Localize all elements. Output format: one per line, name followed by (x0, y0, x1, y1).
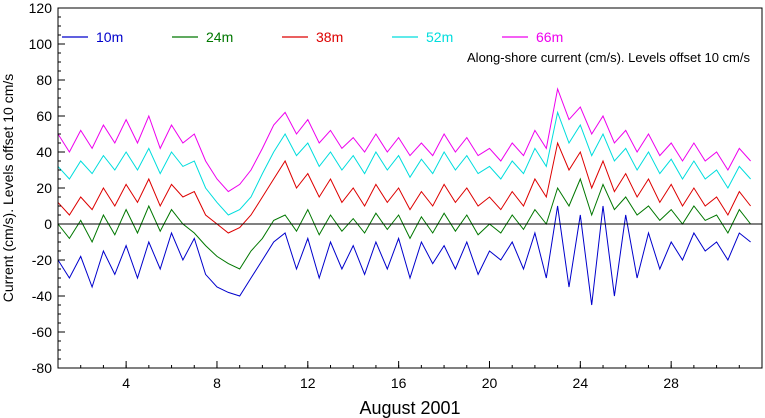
x-tick-label: 20 (482, 375, 498, 391)
x-axis-title: August 2001 (359, 398, 460, 418)
legend-label-52m: 52m (426, 29, 453, 45)
series-line-24m (58, 177, 751, 270)
y-tick-label: 0 (44, 216, 52, 232)
y-tick-label: 20 (36, 180, 52, 196)
y-tick-label: -60 (32, 324, 52, 340)
x-axis: 4 8 12 16 20 24 28 (57, 361, 763, 391)
y-tick-label: -80 (32, 360, 52, 376)
y-tick-label: 120 (29, 0, 53, 16)
x-tick-label: 24 (573, 375, 589, 391)
series-line-38m (58, 141, 751, 234)
y-tick-label: 100 (29, 36, 53, 52)
y-tick-label: -20 (32, 252, 52, 268)
y-tick-label: 60 (36, 108, 52, 124)
x-tick-label: 4 (122, 375, 130, 391)
y-tick-label: 80 (36, 72, 52, 88)
series-line-52m (58, 110, 751, 216)
x-tick-label: 28 (663, 375, 679, 391)
legend-label-10m: 10m (96, 29, 123, 45)
legend-label-66m: 66m (536, 29, 563, 45)
legend: 10m 24m 38m 52m 66m (62, 29, 563, 45)
x-tick-label: 16 (391, 375, 407, 391)
legend-label-38m: 38m (316, 29, 343, 45)
y-tick-label: 40 (36, 144, 52, 160)
y-tick-label: -40 (32, 288, 52, 304)
x-tick-label: 8 (213, 375, 221, 391)
x-tick-label: 12 (300, 375, 316, 391)
series-line-66m (58, 87, 751, 193)
y-axis: -80 -60 -40 -20 0 20 40 60 80 100 120 (29, 0, 65, 376)
series-line-10m (58, 205, 751, 306)
y-axis-title: Current (cm/s). Levels offset 10 cm/s (0, 74, 16, 302)
legend-label-24m: 24m (206, 29, 233, 45)
chart-annotation: Along-shore current (cm/s). Levels offse… (467, 50, 750, 65)
series-layer (58, 87, 751, 306)
